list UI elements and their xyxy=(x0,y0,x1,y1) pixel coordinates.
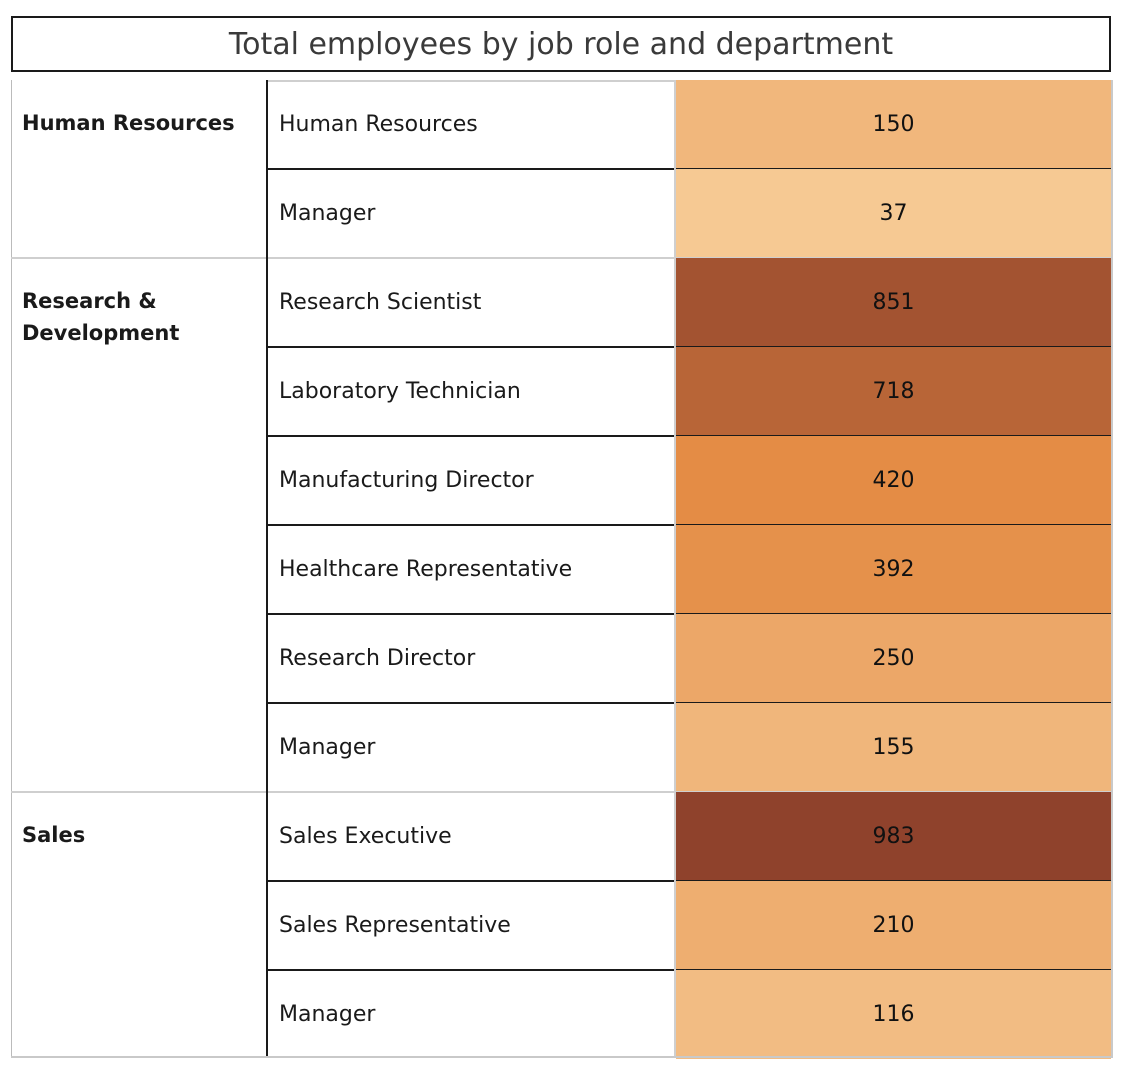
heatmap-cell: 392 xyxy=(676,525,1111,614)
chart-title: Total employees by job role and departme… xyxy=(11,16,1111,72)
department-column-border xyxy=(266,80,268,1058)
department-label: Sales xyxy=(22,823,86,847)
department-separator xyxy=(11,791,267,793)
table-right-border xyxy=(1111,80,1113,1058)
value-column-border xyxy=(674,80,676,1058)
heatmap-cell: 983 xyxy=(676,792,1111,881)
heatmap-cell: 150 xyxy=(676,80,1111,169)
department-label: Human Resources xyxy=(22,111,235,135)
heatmap-cell: 116 xyxy=(676,970,1111,1059)
role-label: Manager xyxy=(279,201,376,226)
role-label: Manufacturing Director xyxy=(279,468,534,493)
role-label: Manager xyxy=(279,1002,376,1027)
role-label: Research Scientist xyxy=(279,290,482,315)
heatmap-cell: 210 xyxy=(676,881,1111,970)
role-label: Human Resources xyxy=(279,112,478,137)
table-bottom-border xyxy=(11,1056,1113,1058)
role-label: Research Director xyxy=(279,646,476,671)
role-label: Healthcare Representative xyxy=(279,557,573,582)
department-separator xyxy=(11,257,267,259)
heatmap-cell: 718 xyxy=(676,347,1111,436)
heatmap-cell: 851 xyxy=(676,258,1111,347)
heatmap-cell: 250 xyxy=(676,614,1111,703)
role-label: Sales Representative xyxy=(279,913,511,938)
department-label: Research & Development xyxy=(22,289,180,345)
role-label: Manager xyxy=(279,735,376,760)
heatmap-cell: 37 xyxy=(676,169,1111,258)
heatmap-cell: 155 xyxy=(676,703,1111,792)
role-label: Sales Executive xyxy=(279,824,452,849)
heatmap-table: Human Resources Human Resources 150 Manager… xyxy=(11,80,1113,1059)
role-label: Laboratory Technician xyxy=(279,379,521,404)
table-left-border xyxy=(11,80,12,1058)
heatmap-cell: 420 xyxy=(676,436,1111,525)
